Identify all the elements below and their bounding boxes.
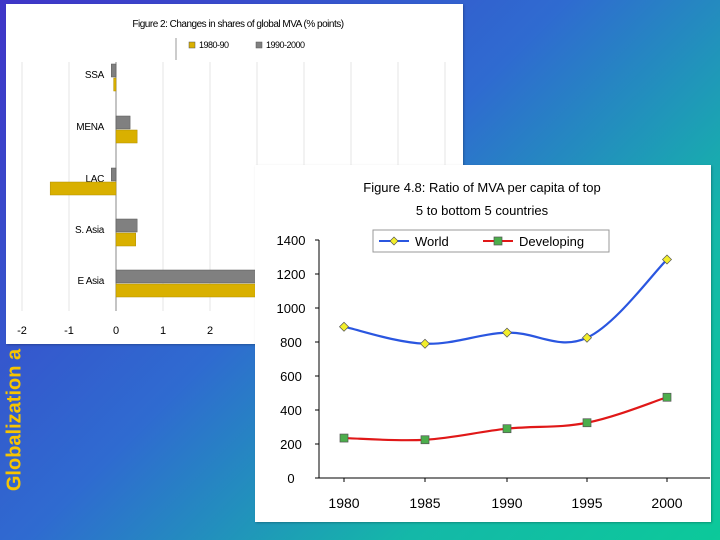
data-point [662, 392, 672, 402]
legend-marker [389, 236, 399, 246]
data-point [582, 332, 592, 343]
bar [115, 115, 131, 130]
data-point [420, 338, 430, 349]
y-tick-label: 1200 [277, 267, 306, 282]
y-tick-label: 1000 [277, 301, 306, 316]
legend-swatch [255, 41, 263, 49]
data-point [662, 254, 672, 265]
x-tick-label: 2000 [651, 495, 682, 511]
bar [111, 63, 117, 78]
y-tick-label: 800 [280, 335, 302, 350]
chart-title-line2: 5 to bottom 5 countries [416, 203, 549, 218]
series-line [343, 396, 668, 442]
x-tick-label: 1990 [491, 495, 522, 511]
bar [113, 77, 117, 92]
data-point [339, 433, 349, 443]
bar [115, 269, 267, 284]
chart-title-line1: Figure 4.8: Ratio of MVA per capita of t… [363, 180, 601, 195]
y-tick-label: 200 [280, 437, 302, 452]
bar [115, 218, 138, 233]
x-tick-label: 1985 [409, 495, 440, 511]
x-tick-label: 2 [207, 325, 213, 337]
legend-label: World [415, 234, 449, 249]
bar [49, 181, 117, 196]
bar [115, 129, 138, 144]
data-point [582, 418, 592, 428]
x-tick-label: -2 [17, 325, 27, 337]
x-tick-label: 1995 [571, 495, 602, 511]
category-label: E Asia [77, 276, 104, 287]
figure-4-8-panel: Figure 4.8: Ratio of MVA per capita of t… [255, 165, 711, 522]
legend-swatch [188, 41, 196, 49]
legend-marker [493, 236, 503, 246]
category-label: LAC [85, 174, 104, 185]
data-point [502, 327, 512, 338]
x-tick-label: 0 [113, 325, 119, 337]
category-label: MENA [76, 122, 104, 133]
side-title: Globalization a [0, 330, 30, 510]
chart-title: Figure 2: Changes in shares of global MV… [132, 19, 343, 30]
data-point [502, 424, 512, 434]
category-label: S. Asia [75, 225, 105, 236]
side-title-text: Globalization a [3, 348, 26, 492]
x-tick-label: 1980 [328, 495, 359, 511]
legend-label: 1980-90 [199, 40, 229, 50]
data-point [420, 435, 430, 445]
y-tick-label: 400 [280, 403, 302, 418]
bar [111, 167, 117, 182]
data-point [339, 321, 349, 332]
legend-label: 1990-2000 [266, 40, 305, 50]
y-tick-label: 600 [280, 369, 302, 384]
y-tick-label: 0 [287, 471, 294, 486]
x-tick-label: 1 [160, 325, 166, 337]
category-label: SSA [85, 70, 105, 81]
bar [115, 232, 136, 247]
y-tick-label: 1400 [277, 233, 306, 248]
legend-label: Developing [519, 234, 584, 249]
x-tick-label: -1 [64, 325, 74, 337]
figure-4-8-chart: Figure 4.8: Ratio of MVA per capita of t… [277, 180, 710, 511]
